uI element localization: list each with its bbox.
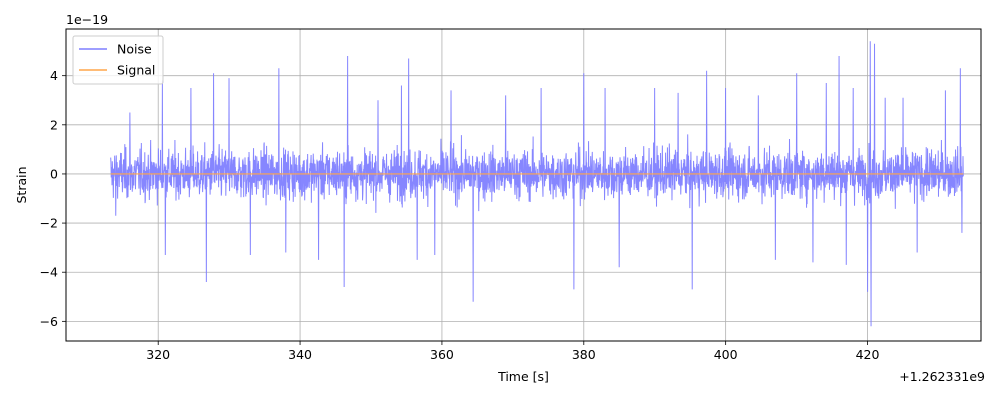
legend: Noise Signal: [72, 35, 164, 85]
y-axis: −6 −4 −2 0 2 4: [40, 68, 66, 329]
x-axis-label: Time [s]: [497, 369, 549, 384]
legend-box: [72, 35, 164, 85]
x-tick-label: 380: [572, 347, 596, 362]
x-tick-label: 320: [146, 347, 170, 362]
y-tick-label: −6: [40, 314, 58, 329]
x-tick-label: 340: [288, 347, 312, 362]
y-tick-label: 0: [50, 166, 58, 181]
x-axis: 320 340 360 380 400 420: [146, 341, 879, 362]
y-tick-label: 4: [50, 68, 58, 83]
y-tick-label: 2: [50, 117, 58, 132]
legend-label-noise: Noise: [117, 42, 152, 57]
x-tick-label: 400: [714, 347, 738, 362]
y-tick-label: −2: [40, 216, 58, 231]
x-offset-label: +1.262331e9: [899, 369, 985, 384]
y-tick-label: −4: [40, 265, 58, 280]
y-axis-label: Strain: [14, 166, 29, 203]
plot-frame: [65, 28, 982, 342]
legend-label-signal: Signal: [117, 63, 155, 78]
plot-series: [110, 41, 964, 327]
y-scale-label: 1e−19: [66, 12, 108, 27]
x-tick-label: 360: [430, 347, 454, 362]
x-tick-label: 420: [856, 347, 880, 362]
noise-series-line: [110, 41, 964, 327]
